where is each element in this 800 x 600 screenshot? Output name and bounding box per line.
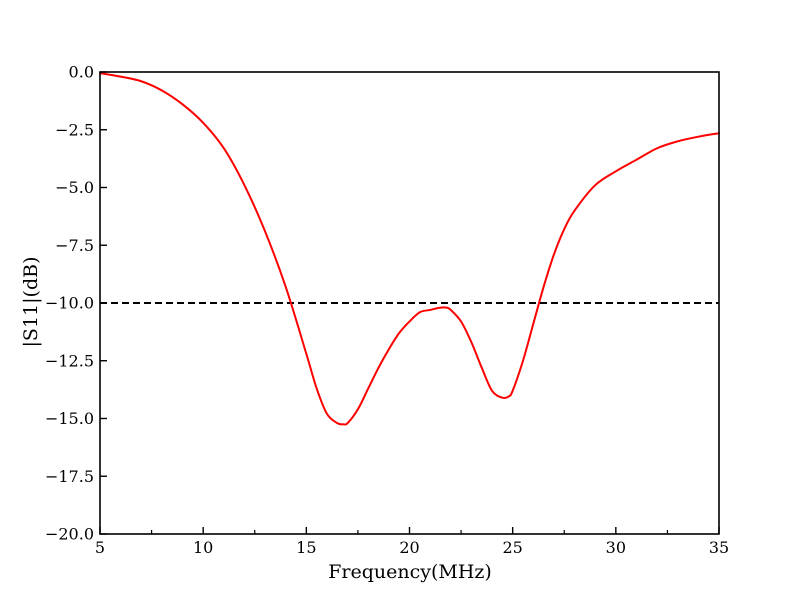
y-tick-label: 0.0: [69, 63, 94, 82]
y-axis-title: |S11|(dB): [20, 257, 42, 348]
x-axis-title: Frequency(MHz): [328, 561, 492, 583]
plot-area: [99, 71, 720, 535]
x-tick-label: 5: [95, 538, 105, 557]
x-tick-label: 20: [399, 538, 419, 557]
x-tick-label: 35: [709, 538, 729, 557]
x-tick-label: 10: [193, 538, 213, 557]
y-tick-label: −12.5: [45, 351, 94, 370]
y-tick-label: −10.0: [45, 294, 94, 313]
y-axis-ticks: 0.0 −2.5 −5.0 −7.5 −10.0 −12.5 −15.0 −17.5 −20.0: [45, 63, 107, 544]
s11-curve: [99, 72, 720, 426]
x-axis-ticks: 5 10 15 20 25 30 35: [95, 527, 729, 557]
y-tick-label: −17.5: [45, 467, 94, 486]
x-tick-label: 25: [502, 538, 522, 557]
y-tick-label: −7.5: [55, 236, 94, 255]
y-tick-label: −20.0: [45, 525, 94, 544]
y-tick-label: −2.5: [55, 120, 94, 139]
y-tick-label: −15.0: [45, 409, 94, 428]
y-tick-label: −5.0: [55, 178, 94, 197]
x-tick-label: 30: [606, 538, 626, 557]
x-tick-label: 15: [296, 538, 316, 557]
